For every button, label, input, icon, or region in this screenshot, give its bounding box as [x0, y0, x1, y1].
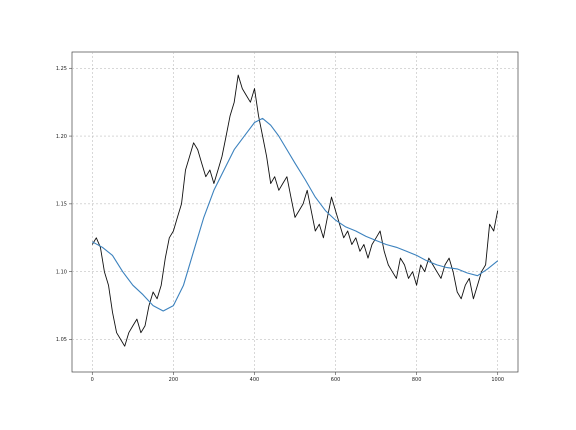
series-line-2: [92, 117, 499, 312]
x-tick-label: 1000: [491, 377, 504, 383]
plot-area: [71, 51, 519, 373]
x-tick-label: 800: [412, 377, 422, 383]
x-tick-label: 0: [91, 377, 94, 383]
x-tick-label: 200: [169, 377, 179, 383]
y-tick-label: 1.10: [56, 269, 67, 275]
x-tick-label: 400: [250, 377, 260, 383]
x-tick-label: 600: [331, 377, 341, 383]
series-group: [91, 74, 499, 347]
y-tick-label: 1.05: [56, 337, 67, 343]
y-tick-label: 1.25: [56, 66, 67, 72]
x-axis: 0 200 400 600 800 1000: [91, 372, 504, 383]
y-tick-label: 1.15: [56, 202, 67, 208]
series-line-1: [91, 74, 499, 347]
y-tick-label: 1.20: [56, 134, 67, 140]
y-axis: 1.05 1.10 1.15 1.20 1.25: [56, 66, 72, 343]
